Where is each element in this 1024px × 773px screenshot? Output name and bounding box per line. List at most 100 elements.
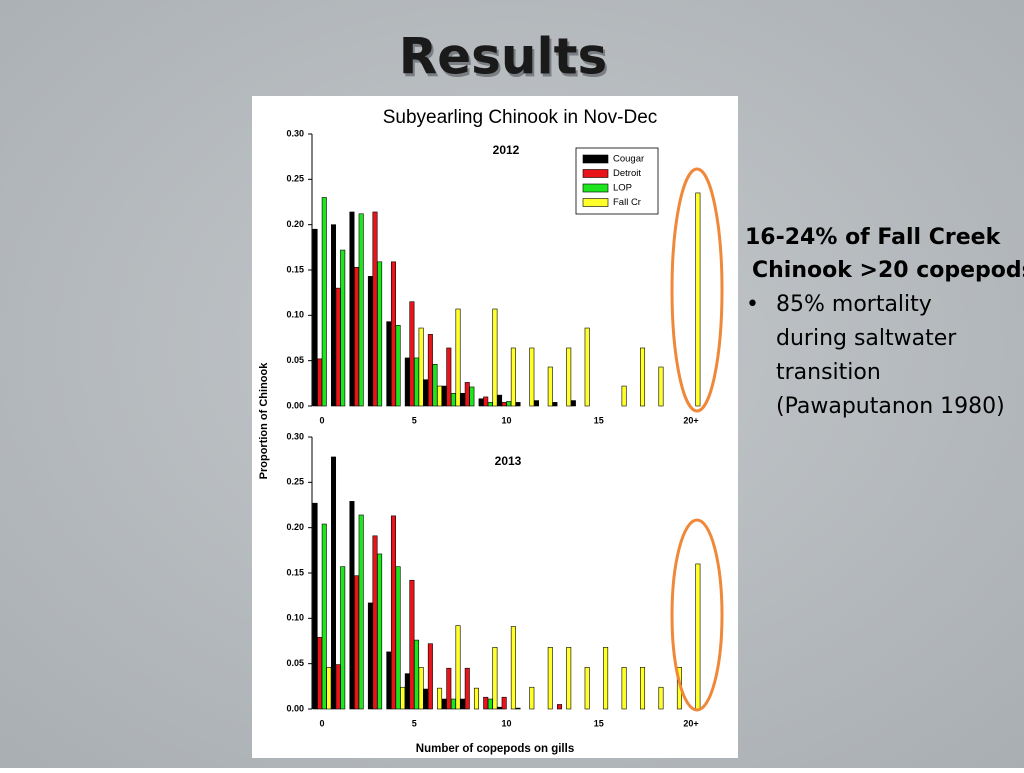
bar bbox=[501, 696, 507, 710]
bar bbox=[395, 566, 401, 710]
bar bbox=[695, 192, 701, 407]
bar bbox=[349, 501, 355, 710]
y-tick-label: 0.05 bbox=[286, 355, 304, 365]
bar bbox=[492, 647, 498, 710]
note-bullet: (Pawaputanon 1980) bbox=[776, 394, 1005, 419]
bar bbox=[390, 515, 396, 710]
bar bbox=[529, 347, 535, 407]
legend-swatch bbox=[582, 198, 609, 207]
bar bbox=[418, 666, 424, 710]
bar bbox=[340, 249, 346, 407]
bar bbox=[501, 402, 507, 407]
bar bbox=[570, 400, 576, 407]
legend-swatch bbox=[582, 154, 609, 164]
highlight-ellipse bbox=[670, 518, 724, 712]
bar bbox=[464, 667, 470, 710]
bar bbox=[621, 666, 627, 710]
x-tick-label: 20+ bbox=[683, 718, 698, 728]
bar bbox=[367, 276, 373, 407]
bar bbox=[497, 394, 503, 407]
bar bbox=[358, 213, 364, 407]
bar bbox=[487, 402, 493, 407]
bar bbox=[312, 228, 318, 407]
bar bbox=[584, 666, 590, 710]
bar bbox=[515, 707, 521, 710]
bar bbox=[423, 379, 429, 407]
legend-label: Cougar bbox=[613, 154, 644, 165]
note-heading: 16-24% of Fall Creek bbox=[745, 225, 1002, 250]
bar bbox=[510, 626, 516, 710]
bar bbox=[354, 266, 360, 407]
x-tick-label: 10 bbox=[501, 415, 511, 425]
bar bbox=[460, 393, 466, 407]
bar bbox=[450, 393, 456, 407]
bar bbox=[432, 363, 438, 407]
y-tick-label: 0.25 bbox=[286, 174, 304, 184]
bar bbox=[464, 382, 470, 407]
highlight-ellipse bbox=[670, 167, 724, 413]
bar bbox=[547, 647, 553, 710]
bar bbox=[478, 398, 484, 407]
bar bbox=[446, 667, 452, 710]
bar bbox=[335, 664, 341, 710]
x-tick-label: 0 bbox=[319, 415, 324, 425]
bar bbox=[455, 308, 461, 407]
bar bbox=[400, 686, 406, 710]
y-tick-label: 0.25 bbox=[286, 477, 304, 487]
legend-label: Detroit bbox=[613, 168, 641, 179]
legend-label: LOP bbox=[613, 183, 632, 194]
bar bbox=[469, 386, 475, 407]
bar bbox=[367, 602, 373, 710]
bar bbox=[441, 385, 447, 407]
bar bbox=[658, 686, 664, 710]
bar bbox=[321, 197, 327, 407]
bar bbox=[437, 385, 443, 407]
x-tick-label: 0 bbox=[319, 718, 324, 728]
bar bbox=[437, 687, 443, 710]
bar bbox=[557, 704, 563, 710]
x-tick-label: 5 bbox=[412, 415, 417, 425]
slide-title: Results bbox=[399, 28, 608, 86]
bar bbox=[312, 502, 318, 710]
bar bbox=[414, 639, 420, 710]
bar bbox=[409, 301, 415, 407]
bar bbox=[510, 347, 516, 407]
bar bbox=[358, 514, 364, 710]
legend-label: Fall Cr bbox=[613, 197, 641, 208]
bar bbox=[483, 396, 489, 407]
bar bbox=[658, 366, 664, 407]
bar bbox=[441, 698, 447, 710]
bar bbox=[331, 456, 337, 710]
bar bbox=[566, 647, 572, 710]
bar bbox=[497, 706, 503, 710]
bar bbox=[317, 637, 323, 710]
bar bbox=[409, 579, 415, 710]
x-tick-label: 20+ bbox=[683, 415, 698, 425]
bar bbox=[506, 401, 512, 407]
bar bbox=[372, 211, 378, 407]
bar bbox=[349, 211, 355, 407]
y-tick-label: 0.15 bbox=[286, 567, 304, 577]
bar bbox=[547, 366, 553, 407]
bar bbox=[390, 261, 396, 407]
bar bbox=[386, 651, 392, 710]
bar bbox=[321, 523, 327, 710]
bar bbox=[603, 647, 609, 710]
x-tick-label: 15 bbox=[594, 415, 604, 425]
chart-title: 2013 bbox=[495, 454, 522, 468]
notes: 16-24% of Fall Creek Chinook >20 copepod… bbox=[745, 225, 1024, 419]
bar bbox=[317, 358, 323, 407]
y-tick-label: 0.20 bbox=[286, 219, 304, 229]
legend-swatch bbox=[582, 169, 609, 178]
y-tick-label: 0.30 bbox=[286, 128, 304, 138]
bar bbox=[695, 563, 701, 710]
bar bbox=[640, 666, 646, 710]
y-axis-label: Proportion of Chinook bbox=[258, 362, 270, 480]
bar bbox=[326, 666, 332, 710]
bar bbox=[584, 327, 590, 407]
bar bbox=[340, 566, 346, 710]
bar bbox=[377, 553, 383, 710]
bar bbox=[427, 334, 433, 407]
bar bbox=[552, 402, 558, 407]
